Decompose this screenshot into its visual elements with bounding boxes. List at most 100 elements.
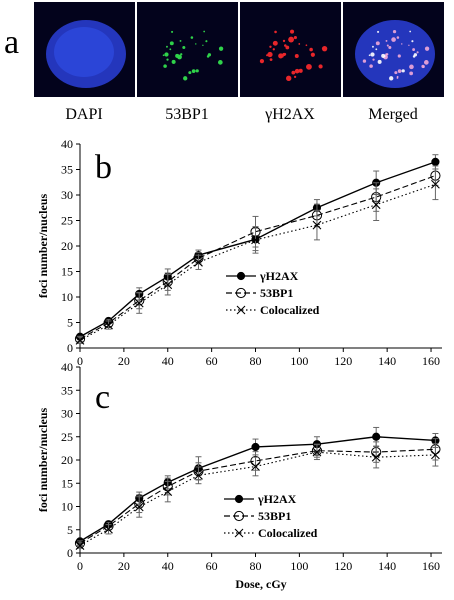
merged-focus: [385, 39, 388, 42]
y-tick-label: 20: [61, 239, 73, 253]
green-focus: [171, 59, 176, 64]
green-focus: [179, 39, 182, 42]
red-focus: [293, 75, 297, 78]
merged-focus: [409, 30, 412, 33]
y-tick-label: 15: [61, 476, 73, 490]
merged-focus: [377, 59, 382, 64]
red-focus: [285, 45, 290, 50]
x-tick-label: 20: [118, 559, 130, 573]
y-tick-label: 10: [61, 290, 73, 304]
legend-label: γH2AX: [257, 492, 297, 506]
channel-label-dapi: DAPI: [65, 106, 103, 123]
data-point: [312, 447, 322, 457]
red-focus: [298, 43, 301, 45]
merged-focus: [375, 48, 378, 51]
green-focus: [217, 60, 223, 65]
data-point: [75, 335, 85, 345]
merged-focus: [401, 43, 403, 45]
x-tick-label: 160: [422, 354, 440, 366]
x-tick-label: 60: [206, 354, 218, 366]
series-line: [79, 183, 436, 341]
legend-label: 53BP1: [260, 286, 293, 300]
red-focus: [290, 29, 295, 34]
merged-focus: [396, 36, 400, 39]
legend-label: 53BP1: [258, 509, 291, 523]
green-focus: [169, 41, 174, 46]
red-focus: [309, 47, 313, 52]
x-tick-label: 80: [250, 354, 262, 366]
green-focus: [180, 53, 183, 56]
data-point: [104, 320, 113, 330]
red-focus: [288, 36, 294, 43]
series-Colocalized: [75, 443, 440, 550]
data-point: [251, 462, 260, 471]
y-tick-label: 40: [61, 360, 73, 374]
panel-letter-b: b: [95, 149, 112, 186]
x-axis-label: Dose, cGy: [235, 577, 286, 591]
red-focus: [282, 52, 286, 57]
series-line: [79, 451, 436, 547]
dapi-nucleus-image: [34, 2, 135, 97]
red-focus: [259, 59, 265, 64]
green-focus: [175, 53, 180, 58]
red-focus: [269, 45, 272, 48]
merged-focus: [392, 29, 397, 34]
legend-label: Colocalized: [260, 303, 320, 317]
53bp1-foci-image: [137, 2, 238, 97]
data-point: [104, 524, 113, 534]
y-tick-label: 20: [61, 453, 73, 467]
merged-focus: [375, 41, 380, 46]
red-focus: [267, 51, 273, 58]
data-point: [371, 200, 381, 210]
y-tick-label: 35: [61, 163, 73, 177]
green-focus: [195, 43, 197, 45]
legend-marker: [234, 494, 244, 504]
data-point: [134, 502, 144, 512]
legend-marker: [233, 510, 245, 522]
green-focus: [218, 46, 224, 51]
merged-focus: [394, 71, 398, 75]
red-focus: [282, 39, 286, 43]
merged-focus: [388, 46, 392, 50]
green-focus: [188, 71, 192, 75]
chart-panel-c: 0 5 10 15 20 25 30 35 40 0 20 40 60 80 100 120 140 160 foc…: [36, 360, 442, 591]
merged-focus: [397, 69, 402, 73]
merged-focus: [411, 40, 414, 43]
merged-focus: [397, 54, 401, 58]
series-line: [79, 161, 436, 338]
x-tick-label: 160: [422, 559, 440, 573]
red-focus: [269, 58, 273, 62]
merged-focus: [381, 53, 386, 58]
green-focus: [203, 30, 206, 33]
legend-marker: [235, 287, 247, 299]
gh2ax-foci-image: [240, 2, 341, 97]
legend-marker: [234, 528, 244, 538]
green-focus: [195, 69, 199, 73]
data-point: [431, 157, 440, 166]
x-tick-label: 120: [334, 354, 352, 366]
legend-label: γH2AX: [259, 269, 299, 283]
y-tick-label: 15: [61, 265, 73, 279]
green-focus: [164, 52, 169, 57]
green-focus: [162, 54, 165, 57]
legend-entry: γH2AX: [226, 269, 299, 283]
red-focus: [310, 52, 315, 57]
green-focus: [202, 44, 204, 46]
green-focus: [171, 30, 174, 33]
y-tick-label: 10: [61, 500, 73, 514]
merged-focus: [409, 71, 414, 76]
data-point: [371, 452, 381, 462]
red-focus: [286, 75, 292, 82]
x-tick-label: 0: [77, 354, 83, 366]
x-tick-label: 80: [250, 559, 262, 573]
merged-focus: [416, 51, 419, 54]
green-focus: [205, 40, 208, 43]
red-focus: [278, 53, 284, 59]
legend-entry: γH2AX: [224, 492, 297, 506]
red-focus: [274, 30, 277, 34]
data-point: [431, 450, 440, 460]
merged-focus: [385, 53, 388, 56]
y-tick-label: 0: [67, 341, 73, 355]
merged-focus: [391, 37, 396, 42]
